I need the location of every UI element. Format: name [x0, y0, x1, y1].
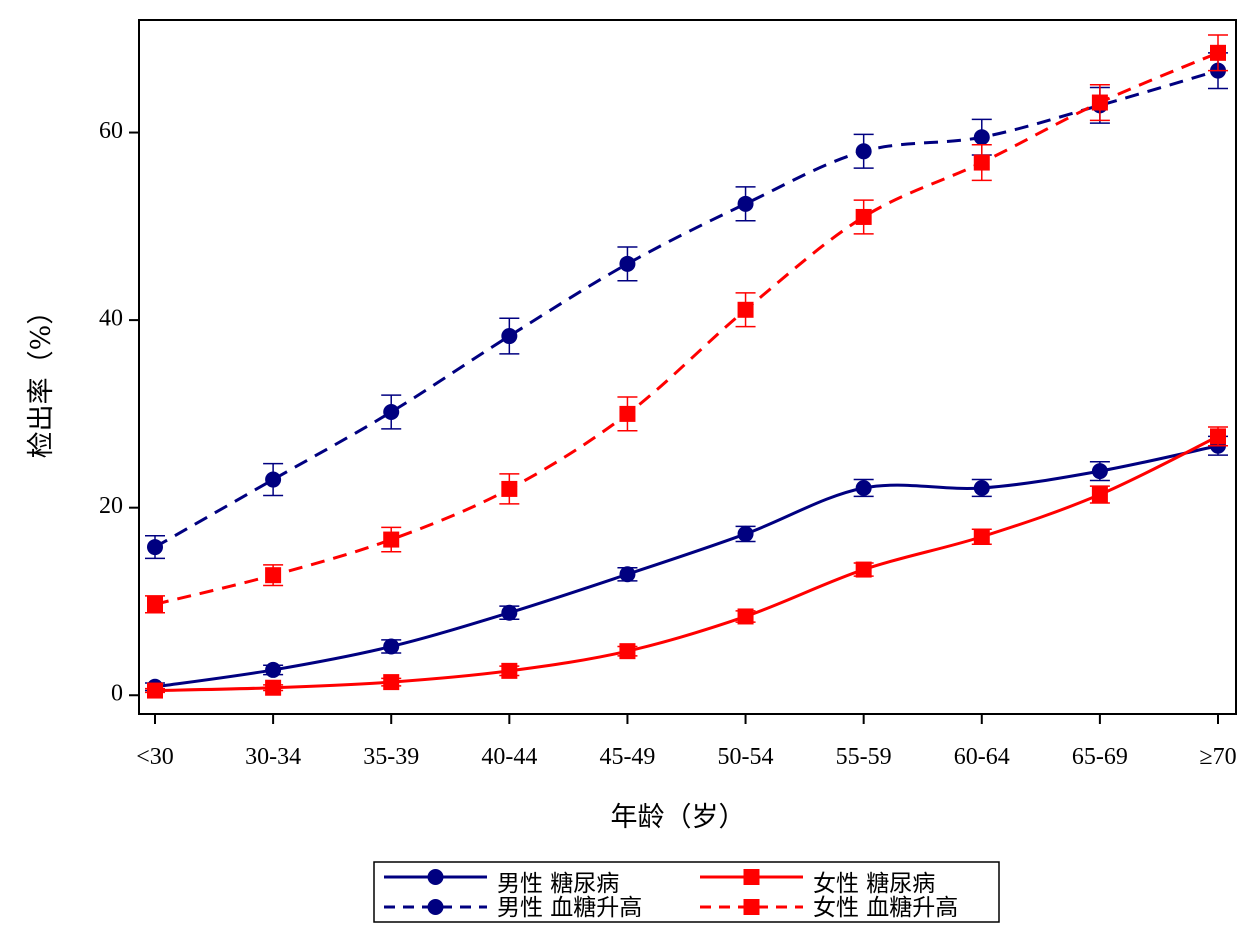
- data-point: [973, 479, 990, 496]
- x-tick-label: <30: [136, 744, 174, 770]
- data-point: [619, 643, 636, 660]
- data-point: [1210, 428, 1226, 445]
- data-point: [265, 679, 282, 696]
- series-2: [145, 426, 1228, 699]
- data-point: [973, 154, 990, 171]
- series-line: [154, 435, 1219, 693]
- series-1: [145, 52, 1228, 560]
- data-layer: [145, 34, 1228, 699]
- x-tick-label: 40-44: [481, 744, 537, 770]
- axis-layer: 0 20 40 60 <30 30-34 35-39 40-44 45-49 50-54 55-59…: [99, 118, 1237, 770]
- series-line: [154, 51, 1219, 606]
- legend-items: [384, 869, 803, 915]
- plot-frame: [138, 19, 1237, 715]
- legend-label-female-diabetes: 女性 糖尿病: [813, 871, 935, 897]
- legend: 男性 糖尿病 男性 血糖升高 女性 糖尿病 女性 血糖升高: [373, 861, 1000, 923]
- data-point: [737, 301, 754, 318]
- series-line: [154, 69, 1219, 549]
- series-0: [145, 435, 1228, 695]
- legend-label-female-high-glucose: 女性 血糖升高: [813, 895, 958, 921]
- data-point: [147, 539, 163, 556]
- x-tick-label: ≥70: [1199, 744, 1236, 770]
- data-point: [501, 662, 518, 679]
- data-point: [973, 129, 990, 146]
- data-point: [1091, 463, 1108, 480]
- x-tick-label: 45-49: [599, 744, 655, 770]
- data-point: [619, 405, 636, 422]
- y-tick-label: 60: [99, 118, 123, 144]
- x-tick-label: 65-69: [1072, 744, 1128, 770]
- x-tick-label: 30-34: [245, 744, 301, 770]
- x-tick-label: 55-59: [836, 744, 892, 770]
- data-point: [501, 604, 518, 621]
- data-point: [855, 561, 872, 578]
- data-point: [619, 566, 636, 583]
- y-tick-label: 40: [99, 306, 123, 332]
- data-point: [1091, 486, 1108, 503]
- x-axis-title: 年龄（岁）: [611, 802, 746, 833]
- data-point: [1091, 94, 1108, 111]
- y-axis-title: 检出率（%）: [26, 298, 57, 459]
- legend-label-male-diabetes: 男性 糖尿病: [497, 871, 619, 897]
- data-point: [619, 255, 636, 272]
- legend-label-male-high-glucose: 男性 血糖升高: [497, 895, 642, 921]
- data-point: [855, 479, 872, 496]
- data-point: [737, 525, 754, 542]
- data-point: [383, 638, 400, 655]
- legend-marker: [427, 899, 444, 915]
- data-point: [855, 143, 872, 160]
- data-point: [265, 661, 282, 678]
- x-tick-label: 50-54: [718, 744, 774, 770]
- series-line: [154, 444, 1219, 689]
- data-point: [265, 567, 282, 584]
- legend-marker: [427, 869, 444, 885]
- data-point: [147, 596, 163, 613]
- x-tick-label: 60-64: [954, 744, 1010, 770]
- data-point: [501, 328, 518, 345]
- data-point: [147, 682, 163, 699]
- data-point: [383, 404, 400, 421]
- data-point: [973, 528, 990, 545]
- data-point: [383, 674, 400, 691]
- x-tick-label: 35-39: [363, 744, 419, 770]
- y-tick-label: 20: [99, 493, 123, 519]
- data-point: [737, 608, 754, 625]
- data-point: [1210, 44, 1226, 61]
- y-tick-label: 0: [111, 681, 123, 707]
- legend-marker: [743, 899, 760, 915]
- data-point: [501, 480, 518, 497]
- series-3: [145, 34, 1228, 614]
- data-point: [855, 208, 872, 225]
- legend-frame: [373, 861, 1000, 923]
- data-point: [737, 195, 754, 212]
- data-point: [265, 471, 282, 488]
- data-point: [383, 531, 400, 548]
- legend-marker: [743, 869, 760, 885]
